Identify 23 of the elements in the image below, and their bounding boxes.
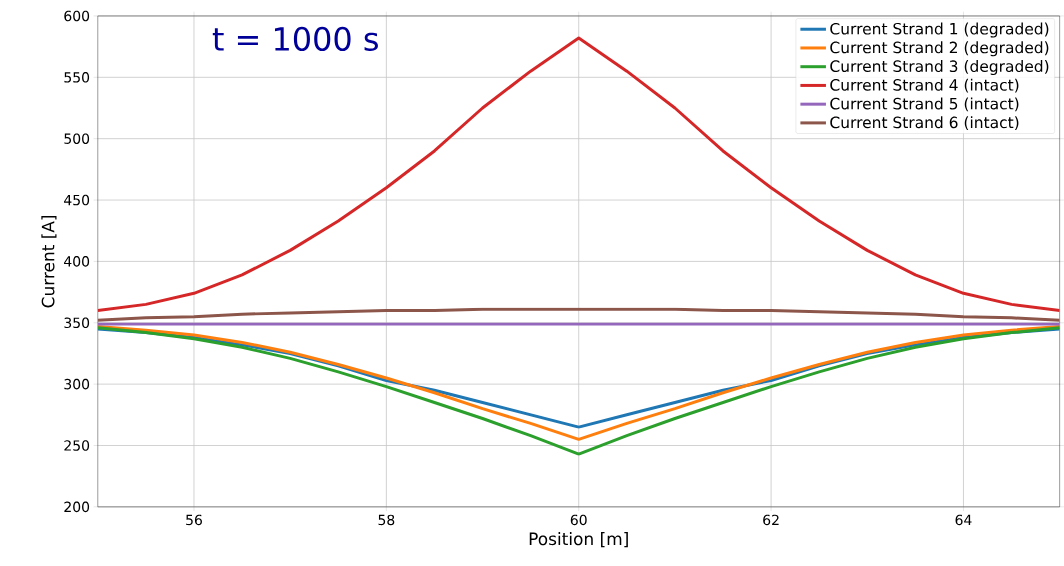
y-tick-label: 250 [64,440,90,451]
x-tick-label: 60 [570,514,587,526]
x-tick-label: 58 [378,514,395,526]
y-tick-label: 500 [64,133,90,145]
y-tick-label: 600 [64,10,90,22]
y-tick-label: 300 [64,378,90,390]
y-tick-label: 400 [64,256,90,267]
y-tick-label: 200 [64,501,90,513]
legend-label: Current Strand 1 (degraded) [830,22,1049,38]
legend-label: Current Strand 6 (intact) [830,116,1019,131]
legend-label: Current Strand 5 (intact) [830,97,1019,112]
legend-label: Current Strand 3 (degraded) [830,60,1049,76]
annotation: t = 1000 s [212,26,378,52]
legend-label: Current Strand 2 (degraded) [830,41,1049,57]
y-tick-label: 550 [64,72,90,83]
legend-label: Current Strand 4 (intact) [830,78,1019,93]
x-axis-title: Position [m] [529,532,628,548]
x-tick-label: 64 [955,514,972,526]
y-tick-label: 450 [64,194,90,206]
y-axis-title: Current [A] [41,216,57,308]
x-tick-label: 56 [186,514,202,526]
y-tick-label: 350 [64,317,90,329]
x-tick-label: 62 [763,514,779,526]
